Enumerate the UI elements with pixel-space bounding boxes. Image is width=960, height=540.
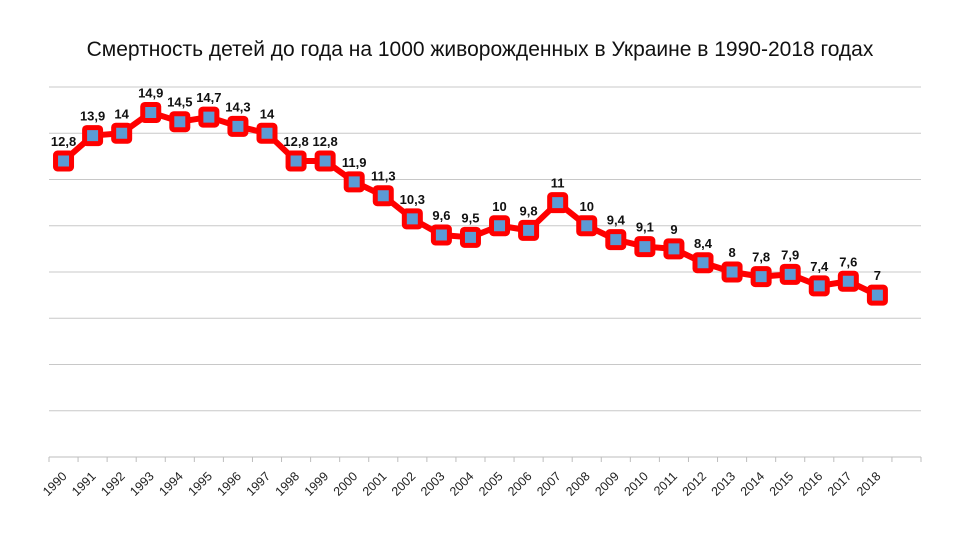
x-tick-label: 1994 — [156, 469, 186, 499]
data-label: 14 — [114, 106, 129, 121]
data-point — [750, 266, 772, 288]
x-tick-label: 1996 — [214, 469, 244, 499]
data-point — [227, 115, 249, 137]
x-tick-label: 2000 — [331, 469, 361, 499]
x-tick-label: 1995 — [185, 469, 215, 499]
data-point — [285, 150, 307, 172]
data-point — [140, 101, 162, 123]
x-tick-label: 2001 — [360, 469, 390, 499]
data-label: 7,8 — [752, 250, 770, 265]
x-tick-label: 2006 — [505, 469, 535, 499]
data-label: 14 — [260, 106, 275, 121]
data-label: 10,3 — [400, 192, 425, 207]
x-tick-label: 1992 — [98, 469, 128, 499]
x-tick-label: 2003 — [418, 469, 448, 499]
data-point — [53, 150, 75, 172]
data-point — [198, 106, 220, 128]
data-label: 9,5 — [461, 210, 479, 225]
x-tick-label: 2009 — [592, 469, 622, 499]
data-point — [866, 284, 888, 306]
data-label: 14,7 — [196, 90, 221, 105]
data-point — [430, 224, 452, 246]
data-point — [576, 215, 598, 237]
x-tick-label: 2010 — [621, 469, 651, 499]
x-tick-label: 2012 — [680, 469, 710, 499]
data-point — [721, 261, 743, 283]
data-point — [169, 111, 191, 133]
data-label: 14,9 — [138, 85, 163, 100]
data-point — [779, 263, 801, 285]
x-tick-label: 1993 — [127, 469, 157, 499]
data-label: 13,9 — [80, 109, 105, 124]
x-tick-label: 1998 — [273, 469, 303, 499]
data-point — [111, 122, 133, 144]
data-point — [314, 150, 336, 172]
data-label: 12,8 — [283, 134, 308, 149]
data-label: 7,4 — [810, 259, 829, 274]
data-point — [82, 125, 104, 147]
x-tick-label: 2008 — [563, 469, 593, 499]
data-point — [401, 208, 423, 230]
data-label: 11,3 — [371, 169, 396, 184]
data-point — [663, 238, 685, 260]
data-label: 8 — [728, 245, 735, 260]
data-label: 9,1 — [636, 220, 654, 235]
x-tick-label: 1990 — [40, 469, 70, 499]
data-point — [692, 252, 714, 274]
data-label: 14,5 — [167, 95, 192, 110]
data-label: 12,8 — [51, 134, 76, 149]
data-label: 7,9 — [781, 247, 799, 262]
data-point — [547, 192, 569, 214]
data-point — [459, 226, 481, 248]
x-tick-label: 2013 — [709, 469, 739, 499]
data-label: 12,8 — [312, 134, 337, 149]
data-label: 9,4 — [607, 213, 626, 228]
data-label: 7 — [874, 268, 881, 283]
data-point — [489, 215, 511, 237]
data-point — [372, 185, 394, 207]
x-tick-label: 2014 — [738, 469, 768, 499]
data-label: 9,6 — [432, 208, 450, 223]
data-label: 8,4 — [694, 236, 713, 251]
chart-title: Смертность детей до года на 1000 живорож… — [86, 38, 874, 61]
x-tick-label: 2015 — [767, 469, 797, 499]
x-tick-label: 2007 — [534, 469, 564, 499]
data-label: 11,9 — [342, 155, 367, 170]
data-label: 14,3 — [225, 99, 250, 114]
data-label: 10 — [492, 199, 506, 214]
data-label: 9 — [670, 222, 677, 237]
data-label: 10 — [579, 199, 593, 214]
x-tick-label: 2005 — [476, 469, 506, 499]
data-point — [808, 275, 830, 297]
data-label: 7,6 — [839, 254, 857, 269]
data-point — [256, 122, 278, 144]
x-tick-label: 1999 — [302, 469, 332, 499]
x-tick-label: 2018 — [854, 469, 884, 499]
x-tick-label: 1997 — [244, 469, 274, 499]
x-tick-label: 2004 — [447, 469, 477, 499]
x-tick-label: 2017 — [825, 469, 855, 499]
x-tick-label: 2002 — [389, 469, 419, 499]
data-point — [518, 219, 540, 241]
data-point — [343, 171, 365, 193]
data-label: 9,8 — [520, 203, 538, 218]
x-tick-label: 2016 — [796, 469, 826, 499]
data-label: 11 — [551, 176, 565, 191]
data-point — [634, 236, 656, 258]
x-tick-label: 1991 — [69, 469, 99, 499]
data-point — [605, 229, 627, 251]
x-tick-label: 2011 — [651, 469, 680, 498]
data-point — [837, 270, 859, 292]
